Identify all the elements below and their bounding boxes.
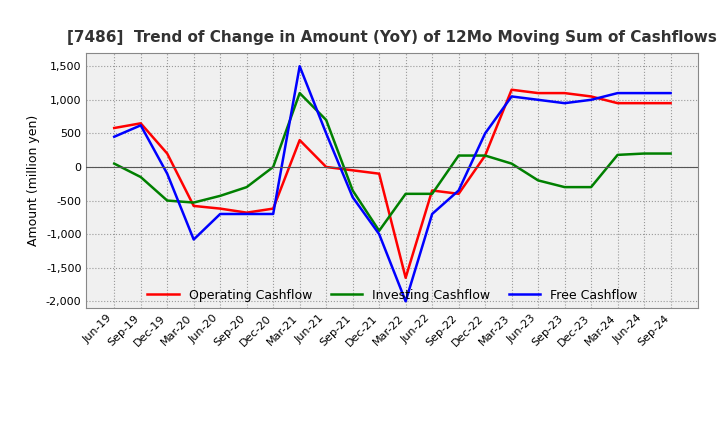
Investing Cashflow [295, 91, 304, 96]
Operating Cashflow [428, 188, 436, 193]
Free Cashflow [587, 97, 595, 103]
Investing Cashflow [189, 200, 198, 205]
Investing Cashflow [348, 188, 357, 193]
Operating Cashflow [375, 171, 384, 176]
Free Cashflow [295, 64, 304, 69]
Investing Cashflow [428, 191, 436, 197]
Free Cashflow [163, 171, 171, 176]
Investing Cashflow [640, 151, 649, 156]
Investing Cashflow [110, 161, 119, 166]
Investing Cashflow [322, 117, 330, 123]
Operating Cashflow [613, 100, 622, 106]
Free Cashflow [534, 97, 542, 103]
Free Cashflow [189, 237, 198, 242]
Free Cashflow [348, 194, 357, 200]
Operating Cashflow [560, 91, 569, 96]
Operating Cashflow [322, 164, 330, 169]
Free Cashflow [269, 211, 277, 216]
Investing Cashflow [560, 184, 569, 190]
Free Cashflow [508, 94, 516, 99]
Free Cashflow [613, 91, 622, 96]
Free Cashflow [640, 91, 649, 96]
Investing Cashflow [401, 191, 410, 197]
Operating Cashflow [640, 100, 649, 106]
Operating Cashflow [348, 168, 357, 173]
Operating Cashflow [216, 206, 225, 211]
Investing Cashflow [375, 228, 384, 233]
Free Cashflow [481, 131, 490, 136]
Free Cashflow [454, 188, 463, 193]
Investing Cashflow [666, 151, 675, 156]
Free Cashflow [322, 131, 330, 136]
Investing Cashflow [534, 178, 542, 183]
Operating Cashflow [508, 87, 516, 92]
Free Cashflow [560, 100, 569, 106]
Line: Investing Cashflow: Investing Cashflow [114, 93, 670, 231]
Investing Cashflow [136, 174, 145, 180]
Operating Cashflow [136, 121, 145, 126]
Operating Cashflow [481, 153, 490, 158]
Free Cashflow [428, 211, 436, 216]
Y-axis label: Amount (million yen): Amount (million yen) [27, 115, 40, 246]
Line: Free Cashflow: Free Cashflow [114, 66, 670, 301]
Operating Cashflow [587, 94, 595, 99]
Operating Cashflow [454, 191, 463, 197]
Free Cashflow [110, 134, 119, 139]
Operating Cashflow [534, 91, 542, 96]
Investing Cashflow [454, 153, 463, 158]
Free Cashflow [243, 211, 251, 216]
Operating Cashflow [295, 137, 304, 143]
Operating Cashflow [666, 100, 675, 106]
Operating Cashflow [163, 151, 171, 156]
Investing Cashflow [216, 193, 225, 198]
Free Cashflow [375, 231, 384, 237]
Investing Cashflow [587, 184, 595, 190]
Free Cashflow [136, 123, 145, 128]
Investing Cashflow [508, 161, 516, 166]
Legend: Operating Cashflow, Investing Cashflow, Free Cashflow: Operating Cashflow, Investing Cashflow, … [143, 284, 642, 307]
Investing Cashflow [243, 184, 251, 190]
Free Cashflow [216, 211, 225, 216]
Line: Operating Cashflow: Operating Cashflow [114, 90, 670, 278]
Operating Cashflow [401, 275, 410, 280]
Operating Cashflow [189, 203, 198, 209]
Operating Cashflow [269, 206, 277, 211]
Operating Cashflow [243, 210, 251, 215]
Free Cashflow [401, 299, 410, 304]
Title: [7486]  Trend of Change in Amount (YoY) of 12Mo Moving Sum of Cashflows: [7486] Trend of Change in Amount (YoY) o… [68, 29, 717, 45]
Investing Cashflow [481, 153, 490, 158]
Free Cashflow [666, 91, 675, 96]
Investing Cashflow [269, 164, 277, 169]
Investing Cashflow [163, 198, 171, 203]
Investing Cashflow [613, 152, 622, 158]
Operating Cashflow [110, 125, 119, 131]
